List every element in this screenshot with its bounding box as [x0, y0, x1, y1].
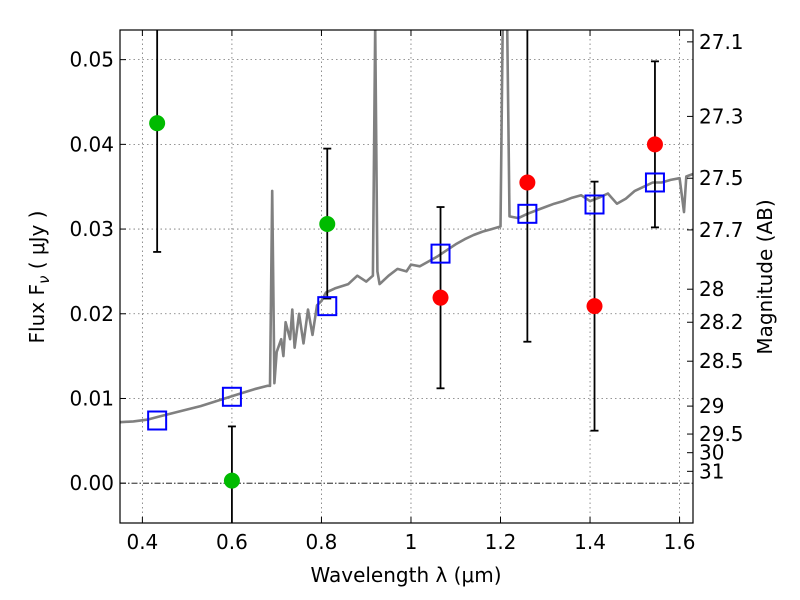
grid-layer [120, 30, 693, 523]
plot-frame [119, 29, 694, 524]
data-point [432, 289, 449, 306]
model-square [221, 386, 242, 407]
x-tick-label: 0.6 [216, 530, 248, 554]
y-axis-label-unit: ( μJy ) [25, 211, 49, 276]
data-point [586, 298, 603, 315]
y-tick-label: 0.01 [69, 386, 114, 410]
y-axis-label-left: Flux Fν ( μJy ) [25, 211, 53, 344]
data-point [223, 472, 240, 489]
right-tick-label: 29.5 [699, 422, 744, 446]
x-tick-label: 1.4 [574, 530, 606, 554]
x-tick-label: 0.4 [126, 530, 158, 554]
model-square [644, 172, 665, 193]
data-point [149, 115, 166, 132]
y-axis-label-right: Magnitude (AB) [753, 199, 777, 354]
right-tick-label: 30 [699, 441, 724, 465]
right-tick-label: 28.5 [699, 349, 744, 373]
model-square [584, 194, 605, 215]
y-tick-label: 0.02 [69, 302, 114, 326]
x-tick-label: 1.2 [485, 530, 517, 554]
x-tick-label: 1.6 [664, 530, 696, 554]
y-tick-label: 0.05 [69, 48, 114, 72]
model-square [517, 203, 538, 224]
data-point [646, 136, 663, 153]
right-tick-label: 28.2 [699, 310, 744, 334]
model-square [317, 296, 338, 317]
right-tick-label: 29 [699, 394, 724, 418]
data-point [319, 215, 336, 232]
right-tick-label: 27.7 [699, 218, 744, 242]
model-square [430, 243, 451, 264]
spectrum-line [120, 30, 693, 424]
right-tick-label: 31 [699, 459, 724, 483]
x-tick-label: 1 [405, 530, 418, 554]
y-axis-label-main: Flux F [25, 284, 49, 343]
right-tick-label: 28 [699, 277, 724, 301]
spectrum-layer [120, 30, 693, 424]
y-tick-label: 0.04 [69, 132, 114, 156]
errorbar-layer [153, 30, 659, 523]
right-tick-label: 27.5 [699, 166, 744, 190]
data-point [519, 174, 536, 191]
x-axis-label: Wavelength λ (μm) [310, 563, 501, 587]
y-tick-label: 0.00 [69, 471, 114, 495]
tick-layer: 0.4 0.6 0.8 1 1.2 1.4 1.6 0.00 0.01 0.02 0.03 0.04 0… [69, 30, 743, 554]
x-tick-label: 0.8 [306, 530, 338, 554]
y-tick-label: 0.03 [69, 217, 114, 241]
marker-layer [147, 115, 665, 489]
right-tick-label: 27.3 [699, 104, 744, 128]
right-tick-label: 27.1 [699, 30, 744, 54]
model-square [147, 410, 168, 431]
y-axis-label-subscript: ν [35, 276, 53, 284]
